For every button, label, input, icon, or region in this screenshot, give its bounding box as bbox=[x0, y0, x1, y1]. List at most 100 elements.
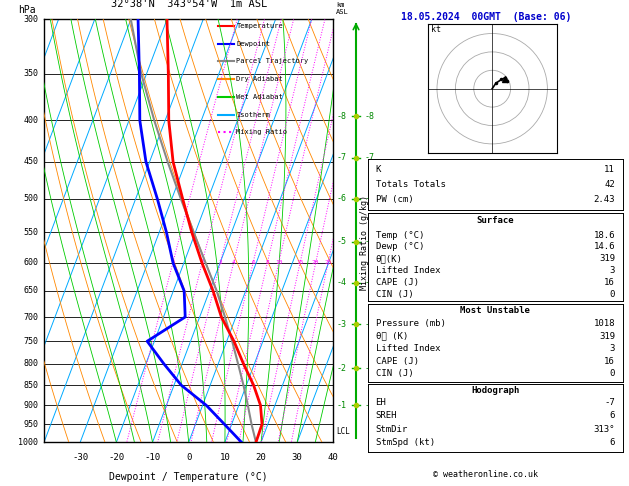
Text: 3: 3 bbox=[610, 266, 615, 275]
Text: 16: 16 bbox=[604, 357, 615, 365]
Text: -3: -3 bbox=[364, 320, 374, 329]
Text: 40: 40 bbox=[328, 453, 339, 462]
Text: 11: 11 bbox=[604, 165, 615, 174]
Text: 850: 850 bbox=[23, 381, 38, 390]
Text: -1: -1 bbox=[337, 401, 346, 410]
Text: Hodograph: Hodograph bbox=[471, 386, 520, 395]
Text: Temp (°C): Temp (°C) bbox=[376, 230, 424, 240]
Text: 25: 25 bbox=[325, 260, 332, 265]
Text: 6: 6 bbox=[610, 438, 615, 448]
Text: 30: 30 bbox=[292, 453, 303, 462]
Text: LCL: LCL bbox=[337, 427, 350, 436]
Text: 20: 20 bbox=[312, 260, 320, 265]
Text: 300: 300 bbox=[23, 15, 38, 24]
Text: Isotherm: Isotherm bbox=[237, 112, 270, 118]
Text: -10: -10 bbox=[145, 453, 160, 462]
Text: -4: -4 bbox=[337, 278, 346, 287]
Text: 3: 3 bbox=[218, 260, 222, 265]
Text: 500: 500 bbox=[23, 194, 38, 203]
Text: 3: 3 bbox=[610, 344, 615, 353]
Text: 10: 10 bbox=[220, 453, 230, 462]
Text: 319: 319 bbox=[599, 332, 615, 341]
Text: 18.6: 18.6 bbox=[594, 230, 615, 240]
Text: 600: 600 bbox=[23, 259, 38, 267]
Text: Dewpoint: Dewpoint bbox=[237, 40, 270, 47]
Text: SREH: SREH bbox=[376, 411, 397, 420]
Text: km
ASL: km ASL bbox=[337, 2, 349, 15]
Text: 319: 319 bbox=[599, 254, 615, 263]
Text: 8: 8 bbox=[265, 260, 269, 265]
Text: -1: -1 bbox=[364, 401, 374, 410]
Text: -8: -8 bbox=[337, 112, 346, 121]
Text: 14.6: 14.6 bbox=[594, 243, 615, 251]
Text: 4: 4 bbox=[231, 260, 235, 265]
Text: -2: -2 bbox=[364, 364, 374, 373]
Text: -20: -20 bbox=[108, 453, 125, 462]
Text: Mixing Ratio: Mixing Ratio bbox=[237, 129, 287, 135]
Text: Lifted Index: Lifted Index bbox=[376, 266, 440, 275]
Text: 550: 550 bbox=[23, 228, 38, 237]
Text: kt: kt bbox=[431, 25, 442, 34]
Text: 6: 6 bbox=[610, 411, 615, 420]
Text: Totals Totals: Totals Totals bbox=[376, 180, 445, 189]
Text: -4: -4 bbox=[364, 278, 374, 287]
Text: hPa: hPa bbox=[18, 5, 36, 15]
Text: Dewpoint / Temperature (°C): Dewpoint / Temperature (°C) bbox=[109, 472, 268, 482]
Text: -7: -7 bbox=[364, 154, 374, 162]
Text: Dry Adiabat: Dry Adiabat bbox=[237, 76, 283, 82]
Text: 800: 800 bbox=[23, 359, 38, 368]
Text: 0: 0 bbox=[610, 290, 615, 298]
Text: 32°38'N  343°54'W  1m ASL: 32°38'N 343°54'W 1m ASL bbox=[111, 0, 267, 9]
Text: 2: 2 bbox=[200, 260, 204, 265]
Text: 10: 10 bbox=[275, 260, 282, 265]
Text: CIN (J): CIN (J) bbox=[376, 369, 413, 378]
Text: 400: 400 bbox=[23, 116, 38, 125]
Text: Surface: Surface bbox=[477, 215, 514, 225]
Text: θᴄ (K): θᴄ (K) bbox=[376, 332, 408, 341]
Text: 0: 0 bbox=[186, 453, 191, 462]
Text: -2: -2 bbox=[337, 364, 346, 373]
Text: 1018: 1018 bbox=[594, 319, 615, 329]
Text: 0: 0 bbox=[610, 369, 615, 378]
Text: -6: -6 bbox=[364, 194, 374, 203]
Text: 700: 700 bbox=[23, 312, 38, 322]
Text: 2.43: 2.43 bbox=[594, 195, 615, 204]
Text: Pressure (mb): Pressure (mb) bbox=[376, 319, 445, 329]
Text: 42: 42 bbox=[604, 180, 615, 189]
Text: © weatheronline.co.uk: © weatheronline.co.uk bbox=[433, 469, 538, 479]
Text: Dewp (°C): Dewp (°C) bbox=[376, 243, 424, 251]
Text: EH: EH bbox=[376, 398, 386, 407]
Text: 450: 450 bbox=[23, 157, 38, 166]
Text: 350: 350 bbox=[23, 69, 38, 78]
Text: Most Unstable: Most Unstable bbox=[460, 306, 530, 315]
Text: -8: -8 bbox=[364, 112, 374, 121]
Text: Temperature: Temperature bbox=[237, 23, 283, 29]
Text: K: K bbox=[376, 165, 381, 174]
Text: 650: 650 bbox=[23, 286, 38, 295]
Text: -6: -6 bbox=[337, 194, 346, 203]
Text: -7: -7 bbox=[337, 154, 346, 162]
Text: 18.05.2024  00GMT  (Base: 06): 18.05.2024 00GMT (Base: 06) bbox=[401, 12, 571, 22]
Text: 15: 15 bbox=[296, 260, 304, 265]
Text: Mixing Ratio (g/kg): Mixing Ratio (g/kg) bbox=[360, 195, 369, 291]
Text: 900: 900 bbox=[23, 401, 38, 410]
Text: -30: -30 bbox=[72, 453, 88, 462]
Text: 16: 16 bbox=[604, 278, 615, 287]
Text: -5: -5 bbox=[364, 237, 374, 246]
Text: 20: 20 bbox=[255, 453, 267, 462]
Text: CIN (J): CIN (J) bbox=[376, 290, 413, 298]
Text: 1: 1 bbox=[171, 260, 175, 265]
Text: StmDir: StmDir bbox=[376, 425, 408, 434]
Text: Lifted Index: Lifted Index bbox=[376, 344, 440, 353]
Text: 1000: 1000 bbox=[18, 438, 38, 447]
Text: PW (cm): PW (cm) bbox=[376, 195, 413, 204]
Text: θᴄ(K): θᴄ(K) bbox=[376, 254, 403, 263]
Text: 750: 750 bbox=[23, 337, 38, 346]
Text: 950: 950 bbox=[23, 420, 38, 429]
Text: -7: -7 bbox=[604, 398, 615, 407]
Text: StmSpd (kt): StmSpd (kt) bbox=[376, 438, 435, 448]
Text: -3: -3 bbox=[337, 320, 346, 329]
Text: CAPE (J): CAPE (J) bbox=[376, 278, 419, 287]
Text: -5: -5 bbox=[337, 237, 346, 246]
Text: 313°: 313° bbox=[594, 425, 615, 434]
